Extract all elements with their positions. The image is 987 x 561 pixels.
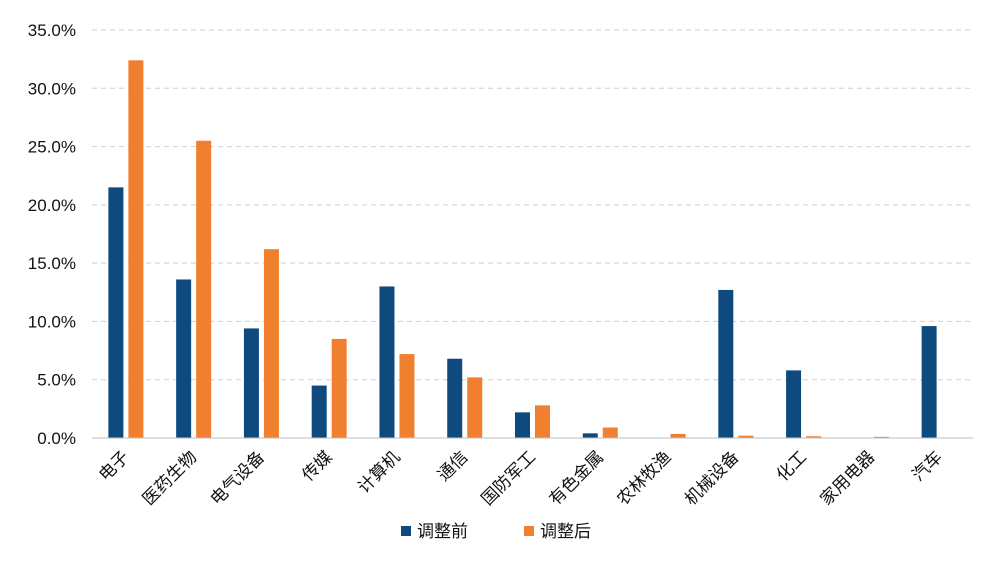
x-tick-label: 医药生物 bbox=[139, 447, 201, 509]
bar-after-11 bbox=[873, 436, 889, 438]
bar-after-4 bbox=[399, 354, 415, 438]
bar-before-6 bbox=[515, 412, 530, 438]
bar-after-8 bbox=[670, 433, 686, 438]
x-tick-label: 传媒 bbox=[299, 447, 337, 485]
y-tick-label: 15.0% bbox=[28, 254, 76, 273]
bar-before-5 bbox=[447, 358, 463, 438]
x-axis-ticks: 电子 医药生物 电气设备 传媒 计算机 通信 国防军工 有色金属 农林牧渔 机械设备 化工 家用电器汽… bbox=[95, 447, 946, 509]
y-axis-ticks: 0.0% 5.0% 10.0% 15.0% 20.0% 25.0% 30.0% 35.0% bbox=[28, 21, 76, 448]
bar-after-10 bbox=[806, 436, 822, 438]
bar-before-4 bbox=[379, 286, 395, 438]
bar-after-2 bbox=[263, 249, 279, 438]
x-tick-label: 电子 bbox=[95, 447, 133, 485]
bar-after-3 bbox=[331, 338, 347, 438]
x-tick-label: 汽车 bbox=[908, 447, 946, 485]
bar-before-3 bbox=[311, 385, 327, 438]
y-tick-label: 30.0% bbox=[28, 79, 76, 98]
bar-before-7 bbox=[582, 433, 598, 438]
x-tick-label: 有色金属 bbox=[546, 447, 608, 509]
bar-after-6 bbox=[535, 405, 550, 438]
bar-before-1 bbox=[176, 279, 192, 438]
bar-before-0 bbox=[108, 187, 124, 438]
bar-after-5 bbox=[467, 377, 483, 438]
legend-label-before: 调整前 bbox=[417, 522, 468, 542]
x-tick-label: 机械设备 bbox=[681, 447, 743, 509]
grid-lines bbox=[92, 29, 973, 381]
x-tick-label: 计算机 bbox=[354, 447, 404, 497]
y-tick-label: 20.0% bbox=[28, 196, 76, 215]
bar-after-0 bbox=[128, 60, 144, 439]
y-tick-label: 25.0% bbox=[28, 138, 76, 157]
x-tick-label: 国防军工 bbox=[478, 447, 540, 509]
bar-after-9 bbox=[738, 435, 754, 438]
bar-before-12 bbox=[921, 326, 937, 438]
bars bbox=[108, 60, 937, 439]
bar-after-1 bbox=[196, 140, 212, 438]
x-tick-label: 通信 bbox=[434, 447, 472, 485]
legend-label-after: 调整后 bbox=[540, 522, 591, 542]
y-tick-label: 35.0% bbox=[28, 21, 76, 40]
legend-swatch-before bbox=[401, 526, 411, 536]
bar-before-10 bbox=[786, 370, 802, 438]
legend-swatch-after bbox=[524, 526, 534, 536]
x-tick-label: 化工 bbox=[773, 447, 811, 485]
x-tick-label: 农林牧渔 bbox=[613, 447, 675, 509]
x-tick-label: 电气设备 bbox=[207, 447, 269, 509]
y-tick-label: 5.0% bbox=[37, 371, 76, 390]
legend: 调整前 调整后 bbox=[401, 522, 591, 542]
bar-before-9 bbox=[718, 289, 734, 438]
x-tick-label: 家用电器 bbox=[817, 447, 879, 509]
bar-before-2 bbox=[243, 328, 259, 438]
y-tick-label: 0.0% bbox=[37, 429, 76, 448]
bar-after-7 bbox=[602, 427, 618, 438]
y-tick-label: 10.0% bbox=[28, 312, 76, 331]
